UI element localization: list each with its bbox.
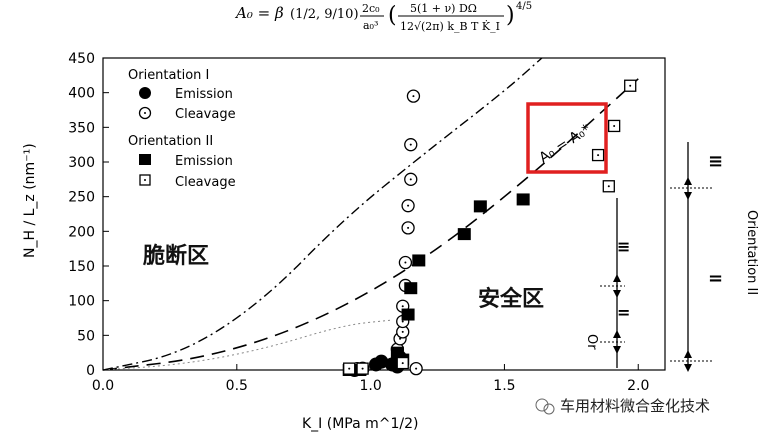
- point-cleavage-orientation-ii-dot: [361, 367, 364, 370]
- point-cleavage-orientation-i-dot: [415, 367, 418, 370]
- point-emission-orientation-ii: [473, 200, 487, 213]
- symbol-eq-left: =: [617, 303, 630, 322]
- symbol-eq-right: =: [708, 268, 723, 289]
- formula-lhs: A₀ = β: [234, 4, 284, 22]
- point-emission-orientation-ii: [516, 193, 530, 206]
- watermark-text: 车用材料微合金化技术: [560, 397, 710, 415]
- bracket-arrow-left-1: [613, 274, 621, 282]
- point-emission-orientation-ii: [412, 254, 426, 267]
- legend-entry-emission-2: Emission: [175, 154, 233, 169]
- curve-dashed: [102, 78, 639, 371]
- bracket-arrow-left-4: [613, 346, 621, 354]
- x-tick-label: 2.0: [627, 378, 649, 394]
- legend-group1-title: Orientation I: [128, 68, 209, 83]
- watermark: 车用材料微合金化技术: [535, 397, 710, 415]
- x-tick-label: 0.0: [92, 378, 114, 394]
- curve-dotted: [102, 319, 393, 371]
- legend-entry-emission-1: Emission: [175, 87, 233, 102]
- x-tick-label: 1.5: [493, 378, 515, 394]
- point-cleavage-orientation-i-dot: [399, 337, 402, 340]
- point-cleavage-orientation-i-dot: [404, 261, 407, 264]
- formula-frac2-den: a₀³: [363, 19, 378, 32]
- bracket-arrow-right-3: [684, 350, 692, 358]
- point-cleavage-orientation-i-dot: [409, 143, 412, 146]
- x-tick-label: 1.0: [359, 378, 381, 394]
- point-emission-orientation-i: [374, 354, 389, 369]
- y-tick-label: 450: [68, 51, 95, 67]
- legend-marker-filled-square: [139, 154, 151, 165]
- legend-entry-cleavage-2: Cleavage: [175, 175, 236, 190]
- point-emission-orientation-ii: [404, 282, 418, 295]
- y-tick-label: 50: [77, 328, 95, 344]
- x-axis-label: K_I (MPa m^1/2): [302, 416, 419, 432]
- legend-group2-title: Orientation II: [128, 134, 213, 149]
- symbol-triple-right: ≡: [708, 151, 723, 172]
- bracket-arrow-right-1: [684, 177, 692, 185]
- y-tick-label: 150: [68, 259, 95, 275]
- point-cleavage-orientation-i-dot: [401, 320, 404, 323]
- point-cleavage-orientation-ii-dot: [348, 367, 351, 370]
- point-cleavage-orientation-i-dot: [412, 95, 415, 98]
- watermark-icon: [535, 398, 549, 412]
- axis-ticks: 0.0 0.5 1.0 1.5 2.0 0 50 100 150 200 250 300 350 400 4…: [68, 51, 649, 394]
- legend: Orientation I Emission Cleavage Orientat…: [128, 68, 236, 190]
- formula-exponent: 4/5: [516, 1, 532, 12]
- point-cleavage-orientation-ii-dot: [607, 185, 610, 188]
- legend-marker-filled-circle: [139, 87, 151, 99]
- bracket-arrow-left-2: [613, 290, 621, 298]
- formula-frac1: (1/2, 9/10): [290, 7, 359, 22]
- symbol-triple-left: ≡: [617, 237, 630, 256]
- point-cleavage-orientation-ii-dot: [613, 124, 616, 127]
- point-emission-orientation-ii: [457, 228, 471, 241]
- point-cleavage-orientation-i-dot: [407, 226, 410, 229]
- y-tick-label: 0: [86, 363, 95, 379]
- x-tick-label: 0.5: [226, 378, 248, 394]
- formula-frac3-den: 12√(2π) k_B T K̇_I: [400, 20, 500, 33]
- highlight-box: [526, 102, 608, 174]
- formula-frac3-num: 5(1 + ν) DΩ: [410, 2, 477, 15]
- model-curves: [102, 57, 639, 371]
- formula-paren-open: (: [388, 3, 397, 28]
- brittle-zone-label: 脆断区: [143, 243, 209, 269]
- y-tick-label: 400: [68, 86, 95, 102]
- point-cleavage-orientation-i-dot: [401, 305, 404, 308]
- formula-frac2-num: 2c₀: [362, 2, 380, 15]
- safe-zone-label: 安全区: [478, 286, 544, 312]
- boxed-label: A₀ = A₀*: [536, 121, 593, 166]
- bracket-arrow-right-2: [684, 192, 692, 200]
- y-tick-label: 200: [68, 224, 95, 240]
- point-cleavage-orientation-i-dot: [409, 178, 412, 181]
- y-tick-label: 350: [68, 120, 95, 136]
- bracket-arrow-right-4: [684, 364, 692, 372]
- plot-frame: [102, 57, 666, 371]
- formula-paren-close: ): [506, 3, 515, 28]
- y-tick-label: 250: [68, 190, 95, 206]
- legend-entry-cleavage-1: Cleavage: [175, 107, 236, 122]
- or-label: Or: [584, 334, 599, 350]
- point-cleavage-orientation-ii-dot: [401, 362, 404, 365]
- formula: A₀ = β (1/2, 9/10) 2c₀ a₀³ ( 5(1 + ν) DΩ…: [234, 1, 532, 33]
- data-points: [342, 79, 637, 377]
- y-tick-label: 100: [68, 294, 95, 310]
- point-cleavage-orientation-i-dot: [407, 204, 410, 207]
- point-cleavage-orientation-ii-dot: [597, 154, 600, 157]
- orientation-brackets: ≡ = ≡ = Orientation II: [600, 142, 759, 372]
- curve-dash-dot: [102, 57, 543, 371]
- point-cleavage-orientation-ii-dot: [629, 84, 632, 87]
- point-emission-orientation-ii: [401, 308, 415, 321]
- bracket-arrow-left-3: [613, 330, 621, 338]
- y-axis-label: N_H / L_z (nm⁻¹): [22, 143, 38, 258]
- point-cleavage-orientation-i-dot: [401, 330, 404, 333]
- y-tick-label: 300: [68, 155, 95, 171]
- orientation-ii-vertical-label: Orientation II: [744, 210, 759, 295]
